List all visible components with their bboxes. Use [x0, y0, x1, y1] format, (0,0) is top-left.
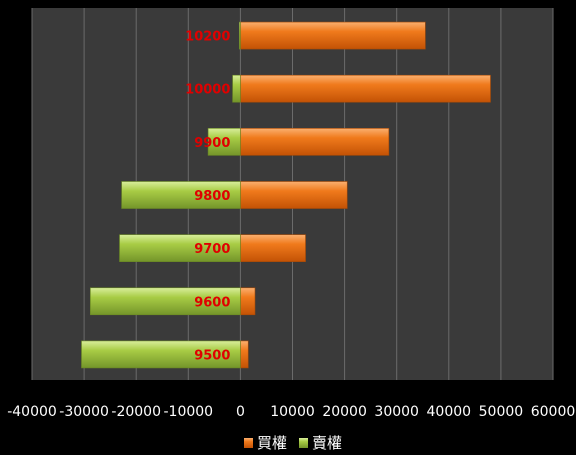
x-tick-label: 0	[236, 404, 245, 420]
bars	[81, 21, 491, 369]
call-bar-9500	[240, 340, 249, 369]
put-bar-9700	[119, 234, 241, 262]
x-tick-label: -30000	[59, 404, 109, 420]
category-label-9600: 9600	[194, 295, 230, 310]
x-tick-label: 30000	[374, 404, 419, 420]
call-bar-10000	[240, 74, 491, 103]
put-bar-9800	[121, 181, 241, 209]
legend-label: 賣權	[312, 434, 342, 452]
legend-label: 買權	[257, 434, 287, 452]
call-bar-9700	[240, 234, 306, 262]
call-bar-9900	[240, 128, 390, 156]
x-tick-label: 20000	[322, 404, 367, 420]
x-tick-label: -10000	[164, 404, 214, 420]
legend-swatch	[299, 438, 308, 448]
x-tick-label: 50000	[479, 404, 524, 420]
category-label-10000: 10000	[185, 83, 230, 98]
category-label-9900: 9900	[194, 136, 230, 151]
x-tick-label: 60000	[531, 404, 576, 420]
category-label-9700: 9700	[194, 242, 230, 257]
call-bar-9800	[240, 181, 348, 209]
legend: 買權 賣權	[244, 434, 342, 452]
put-bar-9900	[207, 128, 241, 156]
x-tick-label: 40000	[427, 404, 472, 420]
call-bar-10200	[240, 21, 426, 50]
x-tick-label: 10000	[270, 404, 315, 420]
category-label-10200: 10200	[185, 30, 230, 45]
x-tick-label: -40000	[7, 404, 57, 420]
legend-swatch	[244, 438, 253, 448]
put-bar-9500	[81, 340, 241, 369]
put-bar-10000	[232, 74, 241, 103]
category-label-9800: 9800	[194, 189, 230, 204]
put-bar-9600	[90, 287, 241, 316]
call-bar-9600	[240, 287, 256, 316]
category-labels: 10200 10000 9900 9800 9700 9600 9500	[185, 30, 230, 364]
x-axis-tick-labels: -40000 -30000 -20000 -10000 0 10000 20000 30000…	[7, 404, 575, 420]
x-tick-label: -20000	[111, 404, 161, 420]
category-label-9500: 9500	[194, 348, 230, 363]
put-bar-10200	[239, 21, 241, 50]
